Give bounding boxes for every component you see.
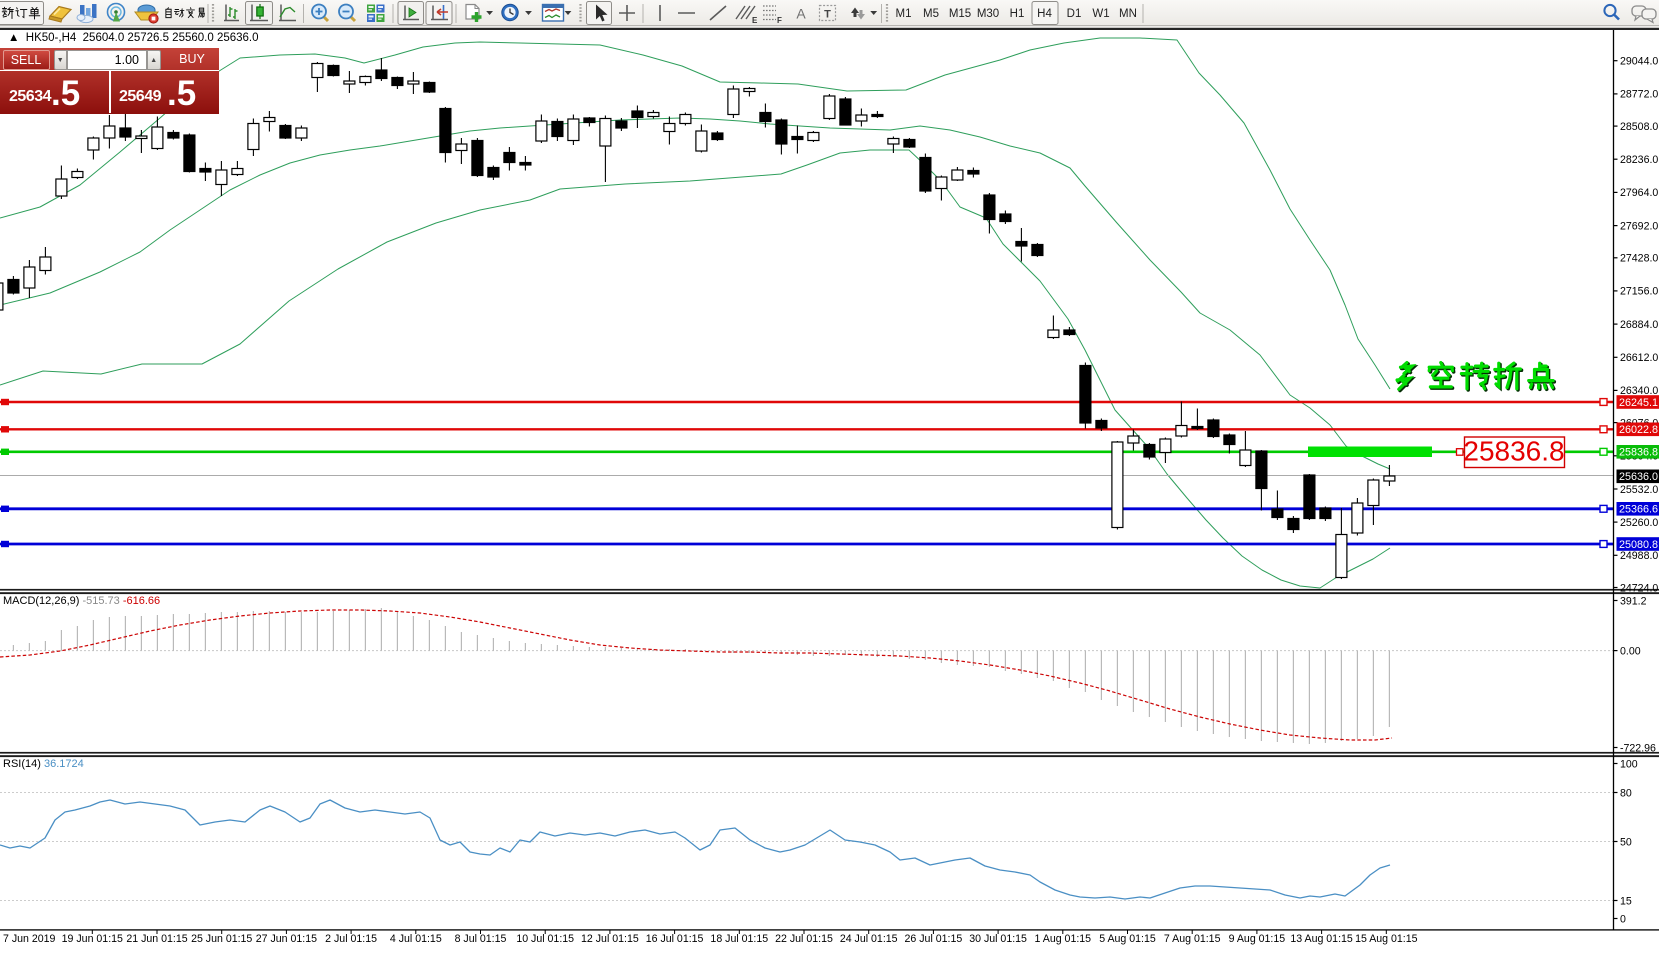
svg-text:8 Jul 01:15: 8 Jul 01:15 bbox=[455, 933, 507, 945]
svg-text:27156.0: 27156.0 bbox=[1620, 286, 1658, 298]
svg-text:D1: D1 bbox=[1067, 8, 1082, 20]
svg-text:9 Aug 01:15: 9 Aug 01:15 bbox=[1229, 933, 1286, 945]
svg-text:10 Jul 01:15: 10 Jul 01:15 bbox=[516, 933, 574, 945]
svg-text:28236.0: 28236.0 bbox=[1620, 154, 1658, 166]
svg-text:26884.0: 26884.0 bbox=[1620, 319, 1658, 331]
svg-text:25636.0: 25636.0 bbox=[1619, 471, 1658, 483]
svg-text:A: A bbox=[796, 6, 806, 22]
svg-text:15: 15 bbox=[1620, 895, 1632, 907]
svg-text:H1: H1 bbox=[1010, 8, 1025, 20]
svg-text:4 Jul 01:15: 4 Jul 01:15 bbox=[390, 933, 442, 945]
svg-text:25 Jun 01:15: 25 Jun 01:15 bbox=[191, 933, 252, 945]
svg-text:24988.0: 24988.0 bbox=[1620, 550, 1658, 562]
svg-text:M5: M5 bbox=[923, 8, 939, 20]
svg-text:27692.0: 27692.0 bbox=[1620, 220, 1658, 232]
svg-text:26 Jul 01:15: 26 Jul 01:15 bbox=[905, 933, 963, 945]
svg-text:M1: M1 bbox=[896, 8, 912, 20]
svg-text:26612.0: 26612.0 bbox=[1620, 352, 1658, 364]
svg-text:12 Jul 01:15: 12 Jul 01:15 bbox=[581, 933, 639, 945]
svg-text:26245.1: 26245.1 bbox=[1619, 397, 1658, 409]
svg-text:7 Aug 01:15: 7 Aug 01:15 bbox=[1164, 933, 1221, 945]
svg-text:MACD(12,26,9) -515.73 -616.66: MACD(12,26,9) -515.73 -616.66 bbox=[3, 595, 160, 607]
svg-text:25532.0: 25532.0 bbox=[1620, 484, 1658, 496]
svg-text:F: F bbox=[777, 16, 782, 25]
svg-text:2 Jul 01:15: 2 Jul 01:15 bbox=[325, 933, 377, 945]
svg-text:19 Jun 01:15: 19 Jun 01:15 bbox=[62, 933, 123, 945]
svg-text:0.00: 0.00 bbox=[1620, 645, 1641, 657]
svg-text:26022.8: 26022.8 bbox=[1619, 424, 1658, 436]
svg-text:5 Aug 01:15: 5 Aug 01:15 bbox=[1099, 933, 1156, 945]
svg-text:22 Jul 01:15: 22 Jul 01:15 bbox=[775, 933, 833, 945]
svg-text:27964.0: 27964.0 bbox=[1620, 187, 1658, 199]
svg-text:25260.0: 25260.0 bbox=[1620, 517, 1658, 529]
svg-text:391.2: 391.2 bbox=[1620, 595, 1647, 607]
svg-text:16 Jul 01:15: 16 Jul 01:15 bbox=[646, 933, 704, 945]
svg-text:-722.96: -722.96 bbox=[1620, 742, 1656, 754]
svg-text:30 Jul 01:15: 30 Jul 01:15 bbox=[969, 933, 1027, 945]
svg-text:28772.0: 28772.0 bbox=[1620, 89, 1658, 101]
svg-text:15 Aug 01:15: 15 Aug 01:15 bbox=[1355, 933, 1418, 945]
svg-text:24724.0: 24724.0 bbox=[1620, 582, 1658, 594]
svg-text:25366.6: 25366.6 bbox=[1619, 504, 1658, 516]
svg-text:7 Jun 2019: 7 Jun 2019 bbox=[3, 933, 56, 945]
svg-text:25080.8: 25080.8 bbox=[1619, 539, 1658, 551]
svg-text:80: 80 bbox=[1620, 787, 1632, 799]
svg-text:W1: W1 bbox=[1092, 8, 1109, 20]
svg-text:24 Jul 01:15: 24 Jul 01:15 bbox=[840, 933, 898, 945]
svg-text:T: T bbox=[824, 9, 831, 21]
svg-text:18 Jul 01:15: 18 Jul 01:15 bbox=[710, 933, 768, 945]
svg-text:50: 50 bbox=[1620, 836, 1632, 848]
svg-text:29044.0: 29044.0 bbox=[1620, 56, 1658, 68]
svg-text:21 Jun 01:15: 21 Jun 01:15 bbox=[126, 933, 187, 945]
svg-text:0: 0 bbox=[1620, 913, 1626, 925]
svg-text:M30: M30 bbox=[977, 8, 999, 20]
svg-text:27 Jun 01:15: 27 Jun 01:15 bbox=[256, 933, 317, 945]
svg-text:1 Aug 01:15: 1 Aug 01:15 bbox=[1035, 933, 1092, 945]
svg-text:25836.8: 25836.8 bbox=[1619, 447, 1658, 459]
svg-text:27428.0: 27428.0 bbox=[1620, 253, 1658, 265]
svg-text:13 Aug 01:15: 13 Aug 01:15 bbox=[1290, 933, 1353, 945]
svg-text:28508.0: 28508.0 bbox=[1620, 121, 1658, 133]
svg-text:RSI(14) 36.1724: RSI(14) 36.1724 bbox=[3, 758, 84, 770]
svg-text:MN: MN bbox=[1119, 8, 1137, 20]
svg-text:H4: H4 bbox=[1037, 8, 1052, 20]
svg-text:M15: M15 bbox=[949, 8, 971, 20]
svg-text:E: E bbox=[752, 16, 758, 25]
svg-text:100: 100 bbox=[1620, 758, 1638, 770]
svg-text:25836.8: 25836.8 bbox=[1463, 436, 1564, 467]
